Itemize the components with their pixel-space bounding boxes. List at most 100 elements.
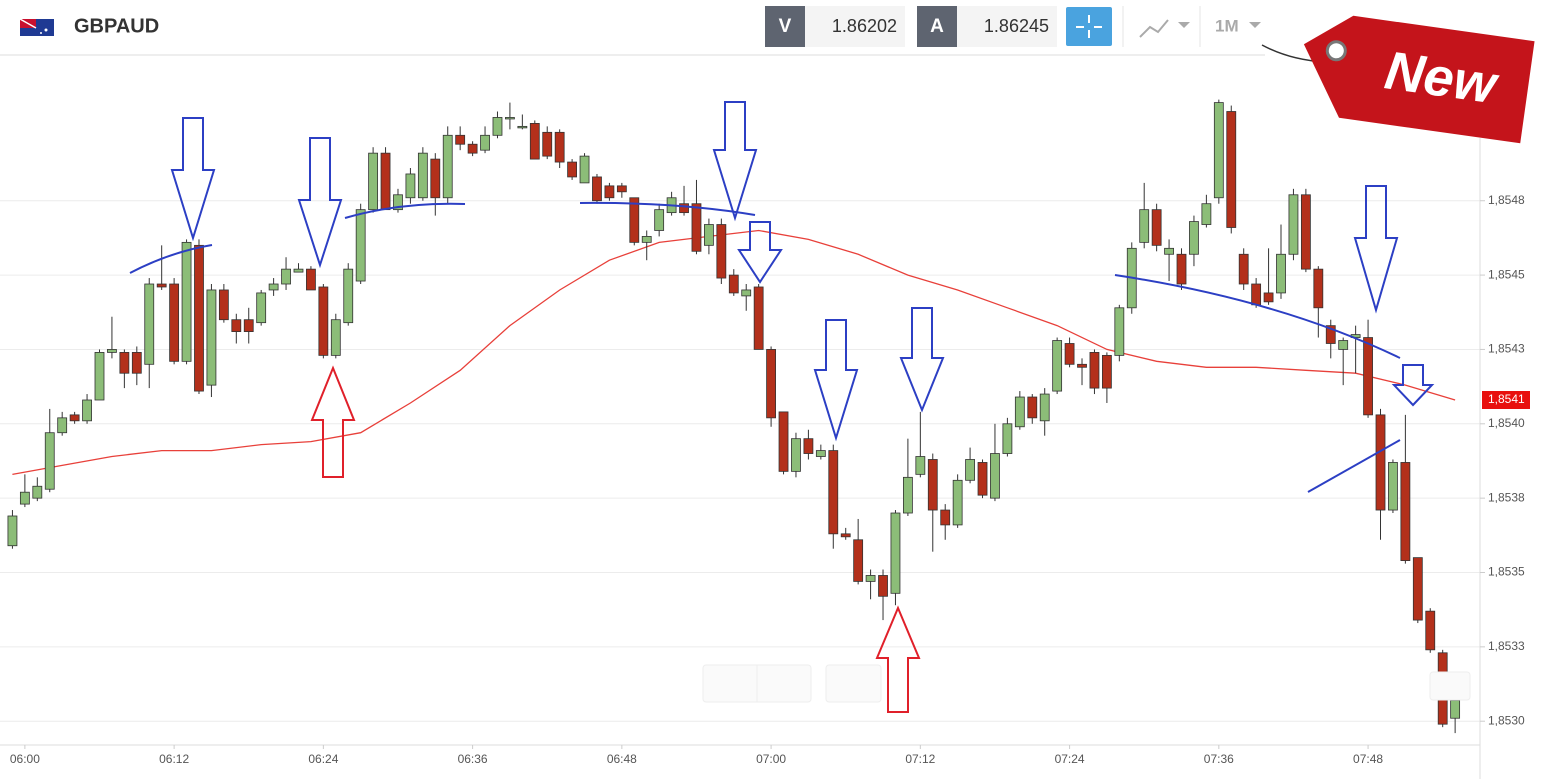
- candle-body: [1201, 203, 1212, 225]
- down-arrow: [1391, 364, 1435, 407]
- candle-body: [641, 236, 652, 243]
- moving-average: [12, 229, 1456, 476]
- candle-body: [256, 292, 267, 324]
- candle-body: [654, 209, 665, 231]
- candle-body: [243, 319, 254, 332]
- candle-body: [592, 176, 602, 202]
- candle-body: [890, 512, 901, 594]
- candle-body: [306, 268, 316, 291]
- candle-body: [1338, 340, 1349, 350]
- down-arrow: [297, 137, 343, 269]
- y-tick-label: 1,8543: [1488, 342, 1525, 356]
- candle-body: [1039, 393, 1050, 422]
- candle-body: [579, 155, 590, 184]
- candle-body: [865, 575, 876, 582]
- candle-body: [1425, 610, 1436, 651]
- candle-body: [417, 152, 428, 199]
- ghost-button[interactable]: [825, 664, 882, 703]
- candle-body: [952, 479, 963, 526]
- candle-body: [977, 462, 988, 496]
- bid-label: V: [779, 16, 792, 37]
- candle-body: [1251, 283, 1262, 306]
- bid-badge[interactable]: [765, 6, 805, 47]
- axes: 1,8530 1,8533 1,8535 1,8538 1,8540 1,8543 1,85…: [0, 55, 1530, 779]
- candle-body: [741, 289, 752, 297]
- ask-badge[interactable]: [917, 6, 957, 47]
- ask-label: A: [930, 16, 944, 37]
- candle-body: [791, 438, 801, 472]
- x-tick-label: 07:00: [756, 752, 786, 766]
- y-tick-label: 1,8533: [1488, 639, 1525, 653]
- candle-body: [1151, 209, 1162, 246]
- candle-body: [505, 117, 515, 120]
- candle-body: [778, 411, 789, 472]
- candle-body: [131, 352, 142, 374]
- candle-body: [44, 432, 55, 490]
- candle-body: [803, 438, 814, 454]
- candle-body: [144, 283, 155, 365]
- candle-body: [343, 268, 354, 324]
- candle-body: [853, 539, 864, 582]
- candle-body: [1089, 352, 1100, 389]
- candle-body: [181, 241, 192, 362]
- candle-body: [455, 134, 466, 145]
- x-tick-label: 06:48: [607, 752, 637, 766]
- y-tick-label: 1,8545: [1488, 267, 1525, 281]
- candle-body: [604, 185, 615, 199]
- candle-body: [940, 509, 951, 526]
- x-tick-label: 06:00: [10, 752, 40, 766]
- candle-body: [529, 123, 540, 160]
- candle-body: [766, 349, 776, 419]
- y-tick-label: 1,8535: [1488, 565, 1525, 579]
- candle-body: [1077, 363, 1087, 368]
- x-tick-label: 06:24: [308, 752, 338, 766]
- up-arrow: [875, 605, 921, 713]
- annotations: [129, 101, 1435, 493]
- candle-body: [281, 268, 291, 285]
- candle-body: [840, 533, 851, 538]
- candle-body: [1189, 221, 1199, 255]
- y-tick-label: 1,8530: [1488, 713, 1525, 727]
- candle-body: [1114, 307, 1125, 356]
- annotations-up: [310, 365, 921, 713]
- candle-body: [567, 161, 578, 178]
- candle-body: [368, 152, 379, 211]
- candle-body: [965, 459, 975, 481]
- last-price-label: 1,8541: [1488, 392, 1525, 406]
- candle-body: [7, 515, 18, 547]
- candle-body: [878, 575, 888, 597]
- ghost-button[interactable]: [1429, 671, 1471, 701]
- candle-body: [990, 453, 1000, 499]
- trend-line: [344, 202, 466, 219]
- candle-body: [1101, 354, 1112, 389]
- candle-body: [119, 352, 130, 374]
- candle-body: [268, 283, 279, 291]
- ask-box[interactable]: [957, 6, 1057, 47]
- candle-body: [82, 399, 92, 422]
- candle-body: [1388, 462, 1398, 511]
- candle-body: [19, 491, 30, 505]
- candle-body: [1064, 343, 1075, 365]
- down-arrow: [712, 101, 758, 222]
- grid: [0, 200, 1480, 722]
- candle-body: [1226, 111, 1237, 228]
- candle-body: [480, 134, 490, 151]
- last-price-box: [1482, 391, 1530, 409]
- candle-body: [1164, 247, 1174, 255]
- candle-body: [430, 158, 441, 199]
- x-tick-label: 07:12: [905, 752, 935, 766]
- down-arrow: [170, 117, 216, 242]
- crosshair-button[interactable]: [1066, 7, 1112, 46]
- symbol: GBPAUD: [74, 15, 159, 37]
- timeframe-caret: [1249, 22, 1261, 28]
- candle-body: [629, 197, 640, 243]
- chart-type-button[interactable]: [1139, 19, 1190, 38]
- bid-box[interactable]: [805, 6, 905, 47]
- candle-body: [1052, 340, 1063, 392]
- timeframe[interactable]: 1M: [1215, 16, 1239, 35]
- candle-body: [330, 319, 341, 356]
- x-tick-label: 06:36: [458, 752, 488, 766]
- ask-price: 1.86245: [984, 16, 1049, 36]
- candle-body: [915, 456, 926, 475]
